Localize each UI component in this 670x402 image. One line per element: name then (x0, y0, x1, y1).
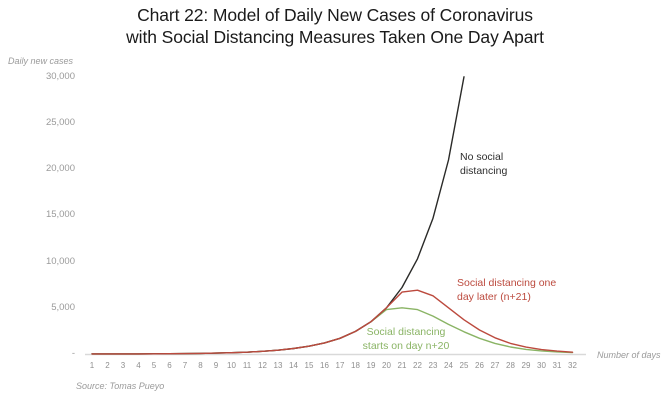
annotation-no-social-distancing: No social distancing (460, 151, 507, 178)
y-axis-label: Daily new cases (8, 56, 74, 66)
x-tick-label: 2 (105, 361, 110, 370)
x-tick-label: 12 (258, 361, 267, 370)
x-tick-label: 24 (444, 361, 453, 370)
x-tick-label: 28 (506, 361, 515, 370)
y-tick-label: 10,000 (45, 255, 75, 267)
x-tick-label: 4 (136, 361, 141, 370)
annotation-starts-day-20-line2: starts on day n+20 (362, 339, 450, 352)
annotation-one-day-later: Social distancing one day later (n+21) (457, 277, 556, 304)
x-tick-label: 26 (475, 361, 484, 370)
x-tick-label: 8 (198, 361, 203, 370)
annotation-one-day-later-line2: day later (n+21) (457, 290, 531, 303)
x-tick-label: 16 (320, 361, 329, 370)
x-tick-label: 21 (397, 361, 407, 370)
x-tick-label: 14 (289, 361, 298, 370)
y-tick-label: 25,000 (45, 117, 75, 128)
x-tick-label: 1 (89, 361, 95, 370)
x-tick-label: 11 (242, 361, 252, 370)
x-axis-label: Number of days (597, 350, 661, 360)
annotation-starts-day-20: Social distancing starts on day n+20 (345, 326, 467, 353)
x-tick-label: 15 (304, 361, 314, 370)
page-title-line1: Chart 22: Model of Daily New Cases of Co… (137, 5, 533, 25)
x-tick-label: 19 (366, 361, 376, 370)
x-tick-label: 22 (413, 361, 422, 370)
page-title-line2: with Social Distancing Measures Taken On… (126, 27, 544, 47)
x-tick-label: 25 (459, 361, 469, 370)
x-tick-label: 3 (120, 361, 126, 370)
x-tick-label: 6 (167, 361, 172, 370)
x-tick-label: 5 (151, 361, 157, 370)
x-tick-label: 10 (227, 361, 236, 370)
y-tick-label: 15,000 (45, 209, 75, 221)
x-tick-label: 30 (537, 361, 546, 370)
y-tick-label: 5,000 (51, 301, 75, 313)
x-tick-label: 9 (213, 361, 219, 370)
x-tick-label: 29 (521, 361, 531, 370)
page-title: Chart 22: Model of Daily New Cases of Co… (0, 4, 670, 48)
y-tick-label: 20,000 (45, 163, 75, 175)
source-attribution: Source: Tomas Pueyo (76, 381, 165, 391)
x-tick-label: 31 (552, 361, 562, 370)
curve-social-distancing-one-day-later-n-21- (91, 289, 574, 355)
x-tick-label: 18 (351, 361, 360, 370)
curve-no-social-distancing (91, 76, 465, 355)
annotation-starts-day-20-line1: Social distancing (366, 326, 446, 338)
x-tick-label: 7 (182, 361, 188, 370)
x-tick-label: 13 (273, 361, 283, 370)
annotation-one-day-later-line1: Social distancing one (457, 277, 557, 289)
x-tick-label: 27 (490, 361, 500, 370)
x-tick-label: 20 (382, 361, 391, 370)
x-tick-label: 17 (335, 361, 345, 370)
y-tick-label: 30,000 (45, 70, 75, 82)
y-tick-label: - (71, 348, 75, 359)
x-tick-label: 32 (568, 361, 577, 370)
annotation-no-social-distancing-line2: distancing (460, 164, 508, 177)
curve-social-distancing-starts-on-day-n-20 (91, 307, 574, 355)
x-tick-label: 23 (428, 361, 438, 370)
annotation-no-social-distancing-line1: No social (460, 151, 504, 163)
